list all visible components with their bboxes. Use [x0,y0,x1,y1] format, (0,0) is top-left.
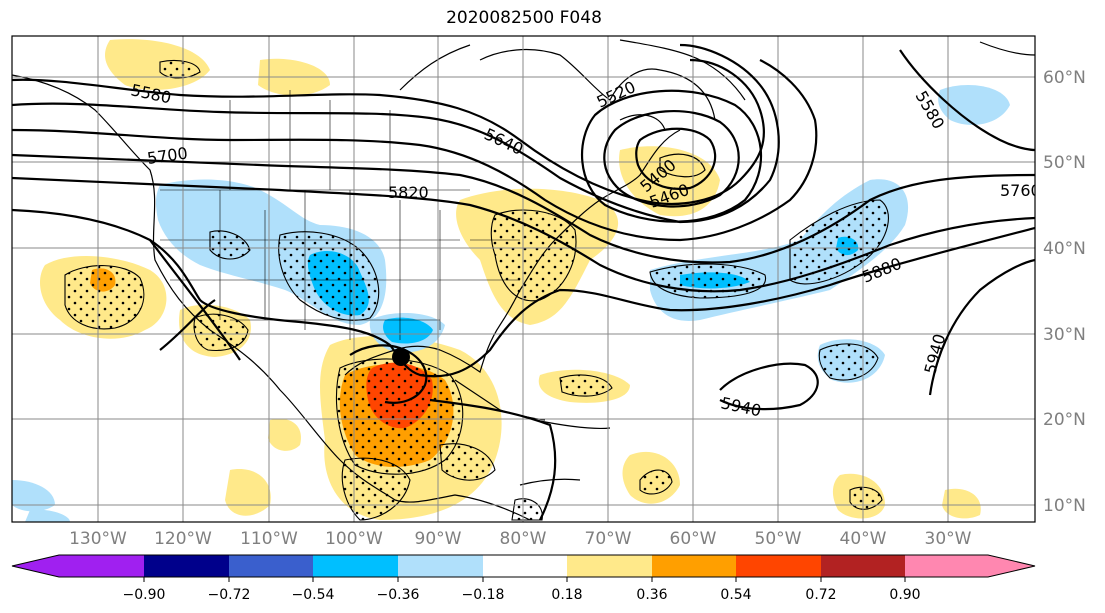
stipple-region [159,59,201,79]
contour-label: 5760 [1000,181,1041,200]
contour-5760 [12,153,1035,264]
colorbar-ticks [143,577,906,582]
colorbar-segment [229,555,313,577]
lon-label: 120°W [154,529,212,549]
map-title: 2020082500 F048 [446,8,602,28]
colorbar-tick-label: −0.36 [377,587,420,603]
colorbar-tick-label: 0.72 [805,587,836,603]
lat-label: 30°N [1043,325,1086,345]
strong-negative-anomaly-area [383,317,433,344]
lat-label: 40°N [1043,239,1086,259]
height-contours [12,43,1035,521]
contour-caribbean [429,398,557,521]
negative-anomaly-area [12,480,55,512]
stipple-region [559,374,613,397]
colorbar-tick-label: −0.18 [462,587,505,603]
lon-label: 130°W [69,529,127,549]
contour-5880-south [149,239,241,361]
latitude-labels: 60°N 50°N 40°N 30°N 20°N 10°N [1043,68,1086,516]
colorbar-segment [59,555,144,577]
contour-5520 [580,89,763,223]
contour-5400 [635,127,717,190]
political-borders [160,90,520,340]
colorbar-tick-label: −0.54 [292,587,335,603]
contour-5460 [603,110,740,208]
lon-label: 30°W [925,529,972,549]
stipple-region [439,443,496,481]
contour-5640 [12,43,780,224]
contour-5580-east [899,49,1035,152]
lon-label: 60°W [670,529,717,549]
colorbar-segment [398,555,483,577]
colorbar-tick-label: −0.90 [123,587,166,603]
lat-label: 10°N [1043,496,1086,516]
stipple-region [849,486,883,510]
lon-label: 80°W [500,529,547,549]
colorbar-segment [821,555,905,577]
negative-anomaly-area [25,509,70,522]
lon-label: 50°W [755,529,802,549]
contour-5940-gulf [349,344,428,404]
negative-anomaly-area [938,85,1010,125]
map-area: 5580 5520 5640 5700 5820 5400 5460 5580 … [12,36,1041,522]
positive-anomaly-area [619,146,720,217]
colorbar-tick-label: 0.54 [720,587,751,603]
colorbar-tick-label: 0.36 [636,587,667,603]
colorbar-segment [905,555,988,577]
contour-5940-east [928,258,1035,396]
colorbar-tick-label: −0.72 [208,587,251,603]
contour-5820 [12,176,1035,293]
lat-label: 20°N [1043,410,1086,430]
contour-5580 [12,58,765,206]
storm-center-marker [392,348,410,366]
lat-label: 50°N [1043,153,1086,173]
contour-5700 [12,59,818,242]
contour-5880 [12,208,1035,378]
colorbar-extend-low [12,555,59,577]
map-frame [11,35,1036,523]
colorbar-segment [144,555,229,577]
colorbar: −0.90 −0.72 −0.54 −0.36 −0.18 0.18 0.36 … [11,554,1036,603]
contour-label: 5820 [388,183,429,202]
stipple-region [639,469,673,495]
longitude-labels: 130°W 120°W 110°W 100°W 90°W 80°W 70°W 6… [69,529,972,549]
lon-label: 70°W [585,529,632,549]
colorbar-segment [736,555,821,577]
lon-label: 90°W [415,529,462,549]
colorbar-segment [313,555,398,577]
colorbar-tick-label: 0.90 [889,587,920,603]
colorbar-segment [483,555,567,577]
contour-5880-west [159,299,216,351]
colorbar-segment [567,555,652,577]
stipple-region [789,199,889,285]
lat-label: 60°N [1043,68,1086,88]
contour-5940 [719,362,819,411]
lon-label: 40°W [840,529,887,549]
colorbar-outline [11,554,1036,578]
graticule [12,36,1035,522]
lon-label: 110°W [240,529,298,549]
colorbar-tick-label: 0.18 [551,587,582,603]
lon-label: 100°W [325,529,383,549]
positive-anomaly-area [942,488,981,519]
colorbar-segment [652,555,736,577]
positive-anomaly-area [268,418,301,451]
positive-anomaly-area [225,469,271,516]
stipple-region [64,265,145,330]
